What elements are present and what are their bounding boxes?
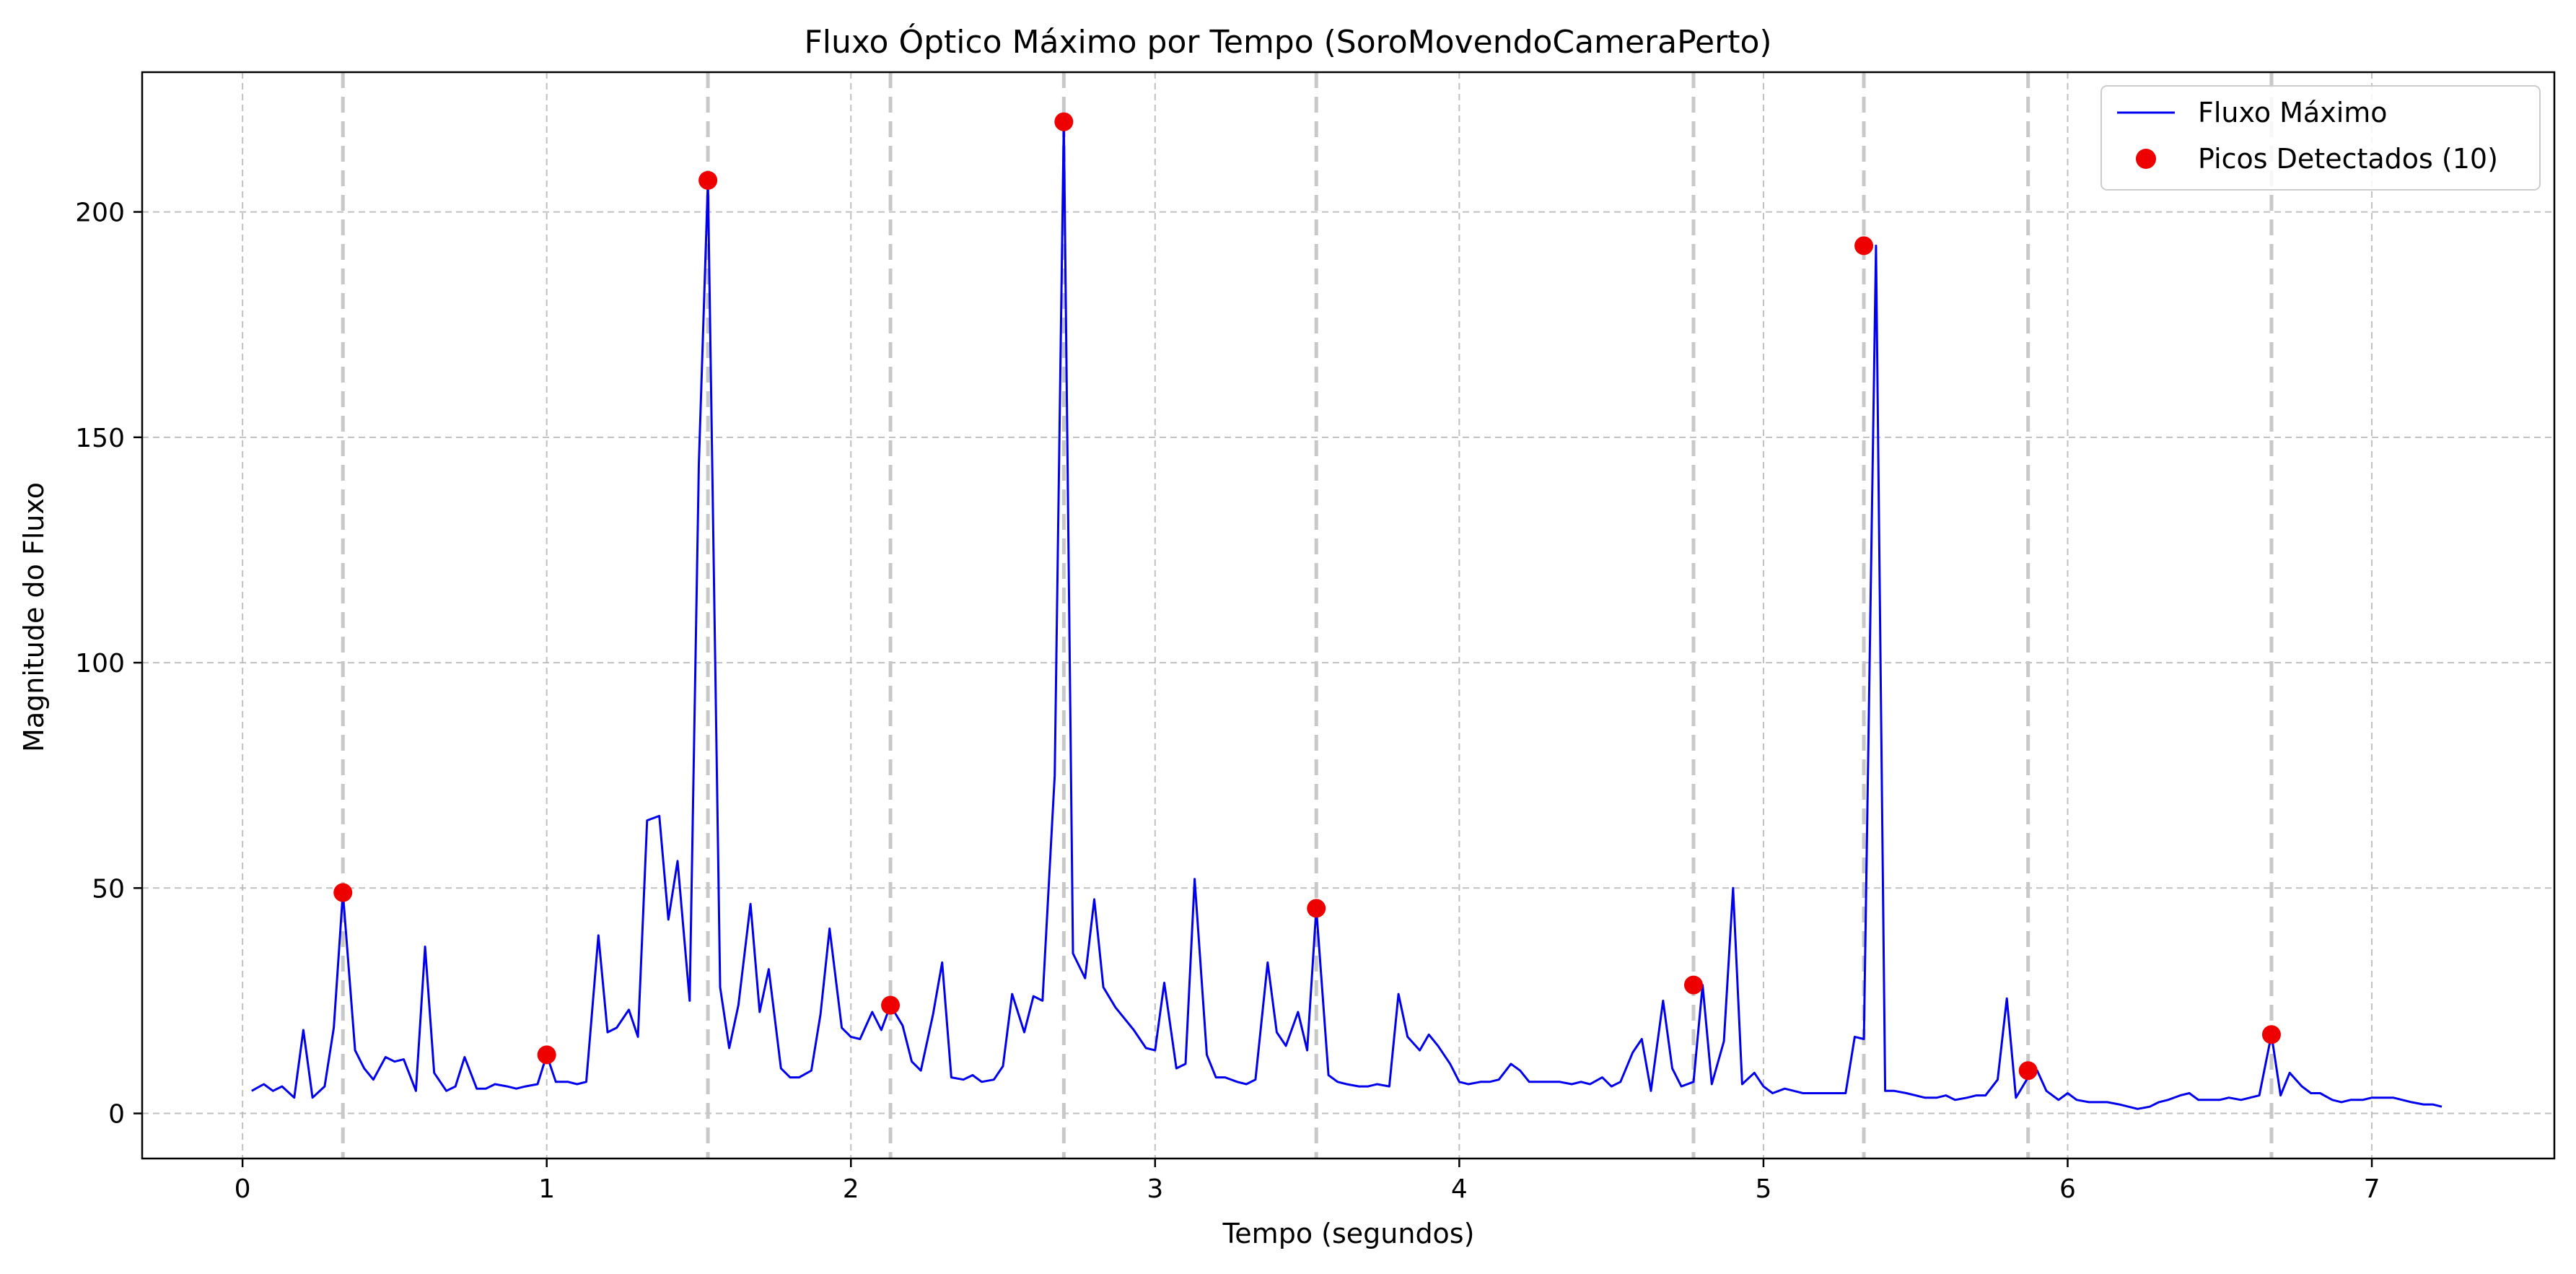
plot-frame bbox=[141, 71, 2556, 1160]
y-axis-label: Magnitude do Fluxo bbox=[18, 482, 50, 752]
peak-point bbox=[698, 170, 718, 190]
y-tick-label: 150 bbox=[75, 424, 125, 453]
peak-point bbox=[1854, 236, 1874, 256]
x-tick-label: 4 bbox=[1451, 1174, 1468, 1204]
x-tick-label: 3 bbox=[1147, 1174, 1163, 1204]
peak-point bbox=[1054, 112, 1074, 131]
y-tick-label: 0 bbox=[108, 1100, 125, 1130]
axes bbox=[141, 71, 2556, 1160]
y-tick-label: 100 bbox=[75, 649, 125, 679]
legend-label-picos-detectados: Picos Detectados (10) bbox=[2198, 143, 2498, 175]
peak-point bbox=[537, 1045, 556, 1065]
y-tick-label: 200 bbox=[75, 198, 125, 228]
chart-title: Fluxo Óptico Máximo por Tempo (SoroMoven… bbox=[804, 22, 1771, 61]
legend-marker-swatch bbox=[2136, 149, 2156, 169]
grid-lines bbox=[142, 72, 2554, 1159]
peak-point bbox=[881, 995, 901, 1015]
series-layer bbox=[251, 112, 2443, 1110]
x-tick-label: 7 bbox=[2364, 1174, 2380, 1204]
tick-labels: 0 1 2 3 4 5 6 7 0 50 100 150 200 bbox=[75, 198, 2380, 1204]
peak-point bbox=[2018, 1061, 2038, 1081]
x-tick-label: 6 bbox=[2059, 1174, 2076, 1204]
legend: Fluxo Máximo Picos Detectados (10) bbox=[2100, 85, 2541, 191]
peak-point bbox=[2261, 1025, 2281, 1044]
y-tick-label: 50 bbox=[92, 874, 125, 904]
x-tick-label: 5 bbox=[1755, 1174, 1771, 1204]
peak-point bbox=[1307, 899, 1326, 918]
x-axis-label: Tempo (segundos) bbox=[1222, 1218, 1475, 1249]
peak-point bbox=[333, 883, 353, 902]
peak-point bbox=[1683, 975, 1703, 995]
legend-box bbox=[2100, 85, 2541, 191]
legend-label-fluxo-maximo: Fluxo Máximo bbox=[2198, 97, 2388, 128]
series-line-fluxo-maximo bbox=[251, 121, 2443, 1110]
x-tick-label: 2 bbox=[843, 1174, 859, 1204]
x-tick-label: 1 bbox=[538, 1174, 555, 1204]
x-tick-label: 0 bbox=[235, 1174, 251, 1204]
